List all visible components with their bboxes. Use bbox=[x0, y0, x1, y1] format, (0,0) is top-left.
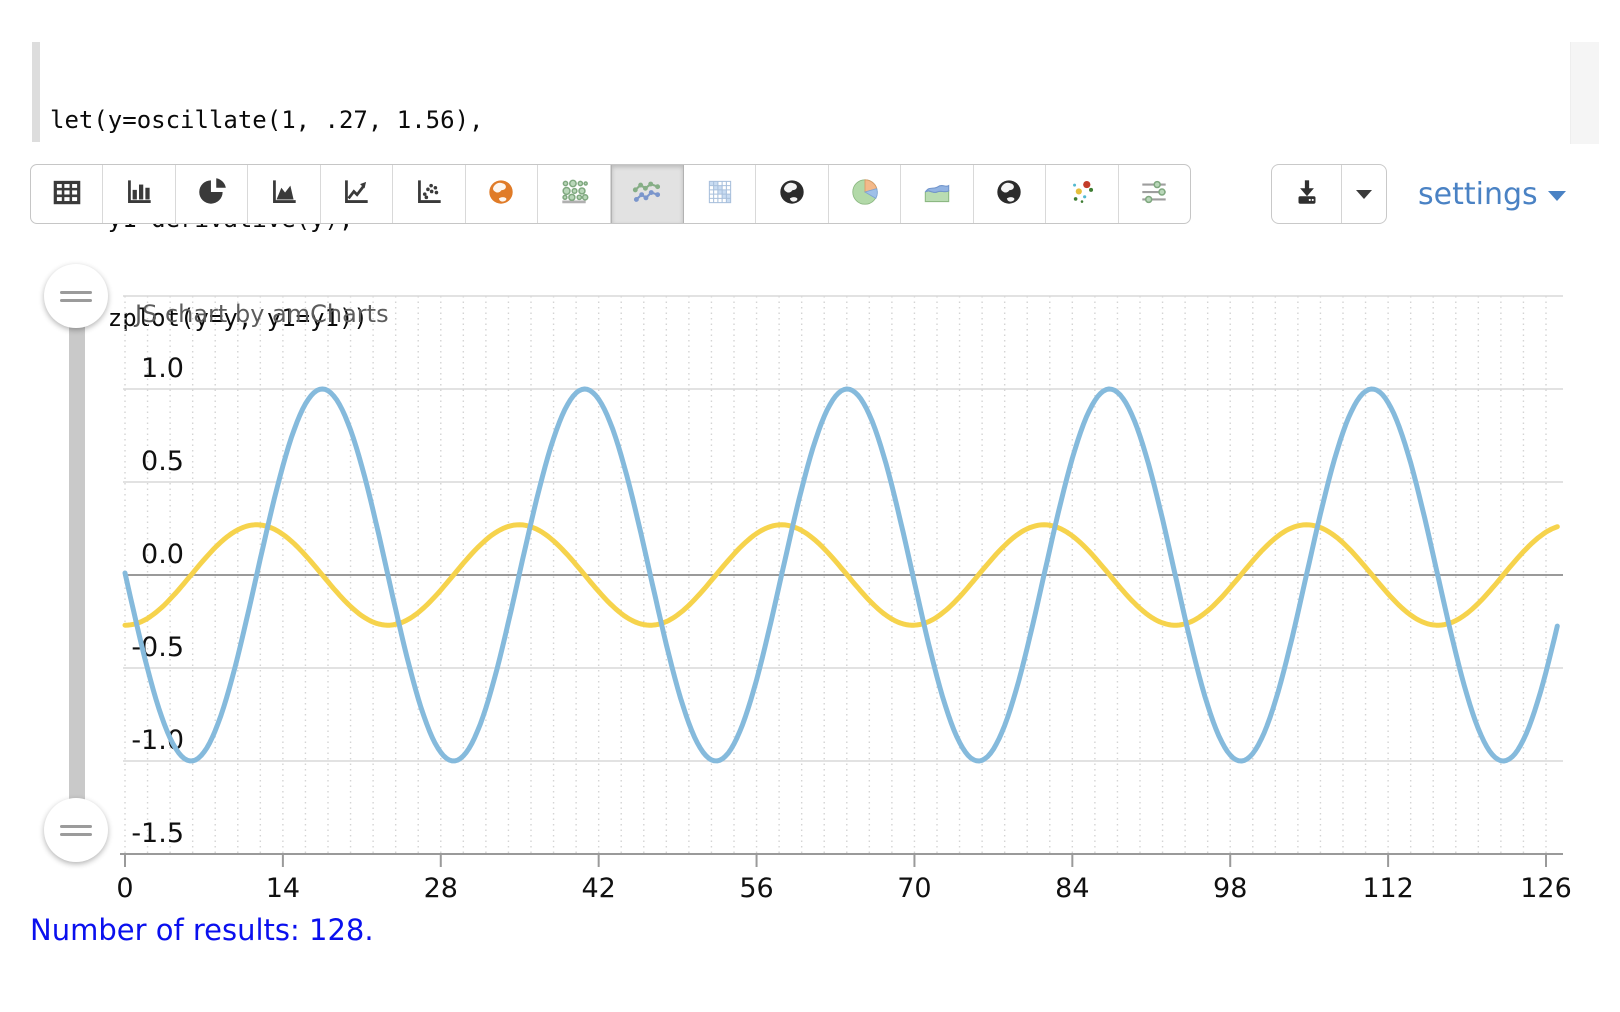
chevron-down-icon bbox=[1547, 191, 1566, 201]
toolbar-button-pie-chart[interactable] bbox=[176, 165, 249, 223]
code-line[interactable]: let(y=oscillate(1, .27, 1.56), bbox=[50, 106, 484, 134]
toolbar-button-area-chart[interactable] bbox=[248, 165, 321, 223]
drag-handle-icon bbox=[60, 824, 92, 828]
zoom-slider-handle-top[interactable] bbox=[44, 264, 108, 328]
x-axis-label: 112 bbox=[1362, 873, 1414, 904]
sliders-icon bbox=[1137, 175, 1171, 213]
download-split-button bbox=[1271, 164, 1387, 224]
toolbar-button-scatter-plot[interactable] bbox=[393, 165, 466, 223]
x-axis-label: 28 bbox=[424, 873, 458, 904]
toolbar-button-line-series[interactable] bbox=[610, 165, 684, 223]
y-axis-label: 0.5 bbox=[141, 446, 184, 477]
download-icon bbox=[1290, 175, 1324, 213]
chevron-down-icon bbox=[1356, 189, 1372, 199]
toolbar-button-globe-orange[interactable] bbox=[466, 165, 539, 223]
toolbar-button-area-colored[interactable] bbox=[901, 165, 974, 223]
toolbar-button-globe-dark[interactable] bbox=[756, 165, 829, 223]
results-count-text: Number of results: 128. bbox=[30, 913, 374, 947]
toolbar-button-grid-matrix[interactable] bbox=[684, 165, 757, 223]
x-axis-label: 70 bbox=[897, 873, 931, 904]
chart-type-toolbar bbox=[30, 164, 1191, 224]
table-icon bbox=[50, 175, 84, 213]
line-series-icon bbox=[630, 175, 664, 213]
settings-label: settings bbox=[1418, 176, 1538, 212]
zoom-slider-track[interactable] bbox=[69, 298, 85, 830]
line-chart-icon bbox=[339, 175, 373, 213]
x-axis-label: 42 bbox=[581, 873, 615, 904]
series-y-line bbox=[122, 386, 1560, 764]
dot-matrix-icon bbox=[557, 175, 591, 213]
globe-orange-icon bbox=[484, 175, 518, 213]
x-axis-label: 98 bbox=[1213, 873, 1247, 904]
code-line[interactable]: zplot(y=y, y1=y1)) bbox=[50, 304, 368, 332]
pie-colored-icon bbox=[848, 175, 882, 213]
drag-handle-icon bbox=[60, 298, 92, 302]
drag-handle-icon bbox=[60, 290, 92, 294]
toolbar-button-globe-dark[interactable] bbox=[974, 165, 1047, 223]
area-colored-icon bbox=[920, 175, 954, 213]
pie-chart-icon bbox=[195, 175, 229, 213]
code-editor[interactable]: let(y=oscillate(1, .27, 1.56), y1=deriva… bbox=[50, 38, 483, 368]
grid-matrix-icon bbox=[703, 175, 737, 213]
toolbar-button-bubble-chart[interactable] bbox=[1046, 165, 1119, 223]
area-chart-icon bbox=[267, 175, 301, 213]
y-axis-label: 1.0 bbox=[141, 353, 184, 384]
bubble-chart-icon bbox=[1065, 175, 1099, 213]
settings-menu[interactable]: settings bbox=[1418, 164, 1566, 224]
y-axis-label: 0.0 bbox=[141, 539, 184, 570]
bar-chart-icon bbox=[122, 175, 156, 213]
x-axis-label: 0 bbox=[116, 873, 133, 904]
zoom-slider-handle-bottom[interactable] bbox=[44, 798, 108, 862]
toolbar-button-table[interactable] bbox=[31, 165, 104, 223]
drag-handle-icon bbox=[60, 832, 92, 836]
chart-title: JS chart by amCharts bbox=[133, 300, 389, 328]
toolbar-button-sliders[interactable] bbox=[1119, 165, 1190, 223]
toolbar-button-dot-matrix[interactable] bbox=[538, 165, 611, 223]
toolbar-button-bar-chart[interactable] bbox=[103, 165, 176, 223]
x-axis-label: 84 bbox=[1055, 873, 1089, 904]
download-menu-button[interactable] bbox=[1342, 165, 1386, 223]
x-axis-label: 14 bbox=[266, 873, 300, 904]
editor-scrollbar[interactable] bbox=[1570, 42, 1599, 144]
globe-dark-icon bbox=[775, 175, 809, 213]
x-axis-label: 126 bbox=[1520, 873, 1572, 904]
toolbar-button-line-chart[interactable] bbox=[321, 165, 394, 223]
x-axis-label: 56 bbox=[739, 873, 773, 904]
scatter-plot-icon bbox=[412, 175, 446, 213]
y-axis-label: -1.5 bbox=[131, 818, 184, 849]
download-button[interactable] bbox=[1272, 165, 1342, 223]
globe-dark-icon bbox=[992, 175, 1026, 213]
code-gutter-bar bbox=[32, 42, 40, 142]
toolbar-button-pie-colored[interactable] bbox=[829, 165, 902, 223]
